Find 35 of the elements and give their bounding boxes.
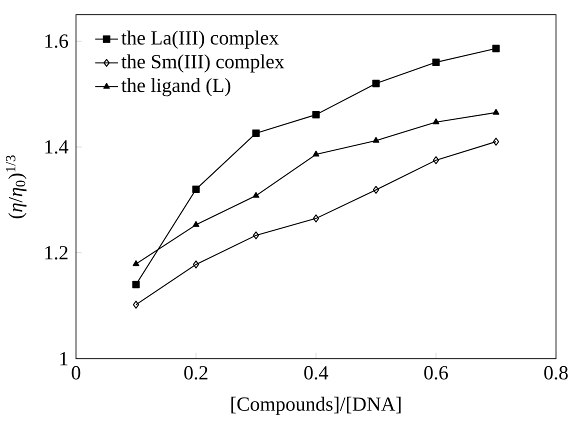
- x-tick-label: 0.4: [304, 366, 328, 380]
- point: [372, 80, 380, 88]
- point: [432, 156, 440, 164]
- y-tick-label: 1.2: [45, 246, 68, 260]
- point: [192, 221, 200, 227]
- point: [132, 260, 140, 266]
- point: [132, 300, 140, 309]
- point: [312, 150, 320, 157]
- point: [432, 58, 440, 66]
- point: [372, 186, 380, 194]
- x-tick-label: 0: [72, 366, 80, 380]
- point: [312, 110, 320, 118]
- y-tick-label: 1.6: [45, 34, 68, 48]
- point: [192, 260, 200, 268]
- point: [252, 231, 260, 240]
- point: [132, 280, 140, 288]
- point: [312, 214, 320, 222]
- legend-label: the ligand (L): [121, 78, 230, 96]
- point: [252, 192, 260, 198]
- point: [492, 108, 500, 115]
- legend-label: the La(III) complex: [121, 30, 279, 49]
- x-tick-label: 0.6: [424, 366, 448, 380]
- x-axis-title: [Compounds]/[DNA]: [231, 396, 401, 415]
- legend-label: the Sm(III) complex: [121, 54, 284, 72]
- point: [252, 129, 260, 137]
- point: [372, 136, 380, 143]
- y-tick-label: 1.4: [45, 140, 68, 154]
- x-tick-label: 0.2: [184, 366, 208, 380]
- y-tick-label: 1: [60, 352, 68, 366]
- point: [432, 118, 440, 124]
- y-axis-title: (η/η$_{0}$)$^{1/3}$: [6, 155, 26, 218]
- x-tick-label: 0.8: [544, 366, 568, 380]
- point: [492, 138, 500, 146]
- point: [192, 186, 200, 194]
- point: [492, 44, 500, 52]
